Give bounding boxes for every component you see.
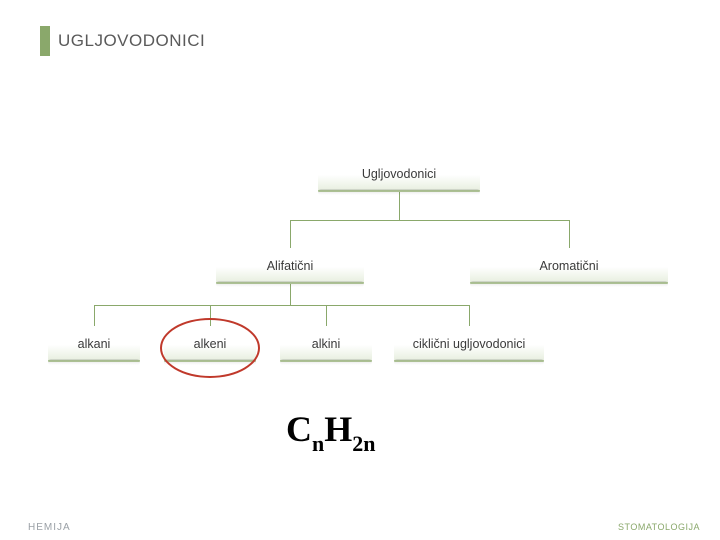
title-text: UGLJOVODONICI xyxy=(58,31,205,51)
node-arom: Aromatični xyxy=(470,248,668,284)
node-root: Ugljovodonici xyxy=(318,156,480,192)
formula-2n: 2n xyxy=(352,431,375,456)
node-root-label: Ugljovodonici xyxy=(362,167,436,181)
formula-n: n xyxy=(312,431,324,456)
node-alkani-label: alkani xyxy=(78,337,111,351)
node-alif: Alifatični xyxy=(216,248,364,284)
formula-C: C xyxy=(286,409,312,449)
footer: HEMIJA STOMATOLOGIJA xyxy=(0,518,720,540)
node-alkani: alkani xyxy=(48,326,140,362)
node-alkeni-label: alkeni xyxy=(194,337,227,351)
node-arom-label: Aromatični xyxy=(539,259,598,273)
node-ciklicni-label: ciklični ugljovodonici xyxy=(413,337,526,351)
title-accent xyxy=(40,26,50,56)
formula-H: H xyxy=(324,409,352,449)
node-ciklicni: ciklični ugljovodonici xyxy=(394,326,544,362)
node-alkini: alkini xyxy=(280,326,372,362)
node-alif-label: Alifatični xyxy=(267,259,314,273)
chemical-formula: CnH2n xyxy=(286,408,376,451)
footer-right: STOMATOLOGIJA xyxy=(618,522,700,532)
node-alkini-label: alkini xyxy=(312,337,341,351)
slide-title: UGLJOVODONICI xyxy=(40,26,205,56)
footer-left: HEMIJA xyxy=(28,522,71,533)
